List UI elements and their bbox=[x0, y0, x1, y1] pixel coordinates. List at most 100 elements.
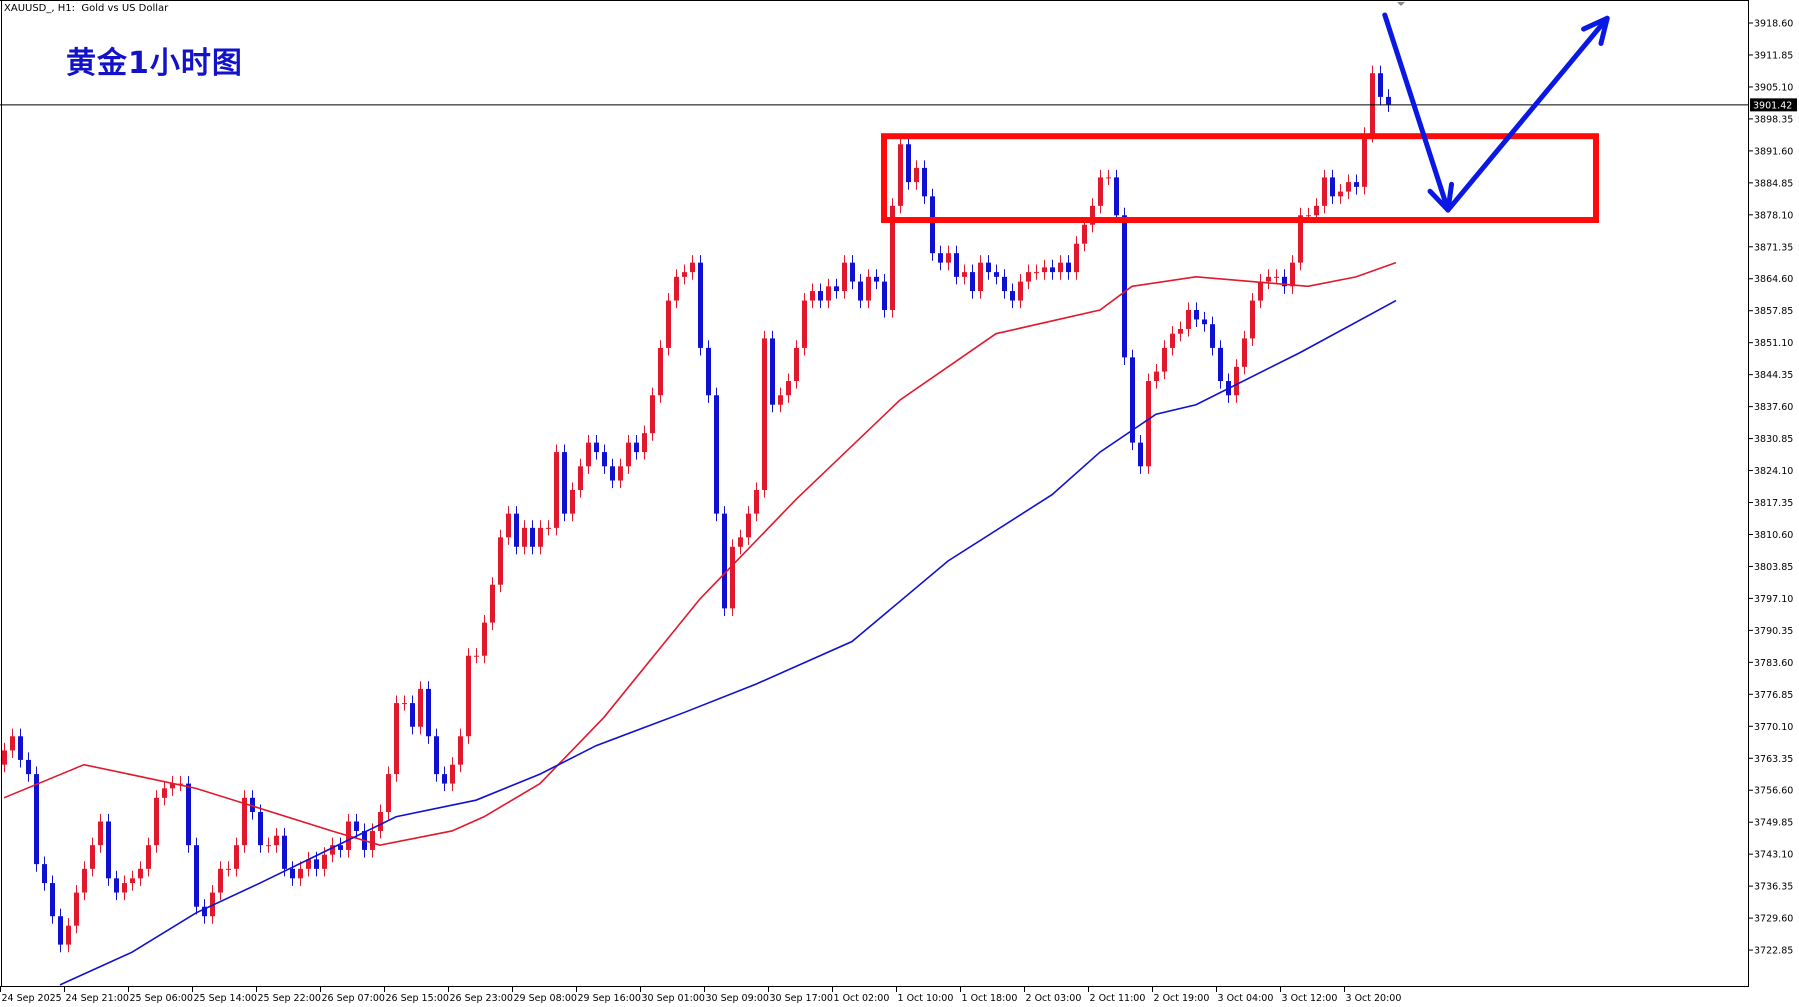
candle-body-bull bbox=[10, 736, 15, 751]
candle-body-bear bbox=[938, 253, 943, 263]
candle-body-bull bbox=[1162, 347, 1167, 372]
candle bbox=[1002, 269, 1007, 299]
candle-body-bull bbox=[570, 489, 575, 514]
candle bbox=[2, 742, 7, 773]
candle-body-bull bbox=[154, 797, 159, 846]
candle bbox=[18, 728, 23, 768]
candle-body-bear bbox=[882, 281, 887, 311]
candle bbox=[1050, 259, 1055, 280]
time-tick-label: 24 Sep 21:00 bbox=[66, 993, 129, 1004]
price-tick-label: 3898.35 bbox=[1754, 114, 1793, 125]
price-tick-label: 3749.85 bbox=[1754, 818, 1793, 829]
candle-body-bull bbox=[66, 925, 71, 945]
candle bbox=[978, 255, 983, 299]
candle bbox=[490, 577, 495, 631]
candle bbox=[290, 861, 295, 886]
candle bbox=[1010, 283, 1015, 309]
candle-body-bear bbox=[42, 864, 47, 884]
candle bbox=[1106, 169, 1111, 185]
price-tick-label: 3763.35 bbox=[1754, 754, 1793, 765]
candle bbox=[410, 695, 415, 735]
time-tick-label: 2 Oct 19:00 bbox=[1154, 993, 1210, 1004]
candle-body-bull bbox=[1338, 191, 1343, 197]
candle-body-bull bbox=[242, 797, 247, 846]
arrow-down-head-icon bbox=[1427, 181, 1455, 213]
candle-body-bear bbox=[34, 774, 39, 865]
symbol-caption: XAUUSD_, H1: Gold vs US Dollar bbox=[4, 3, 169, 14]
candle-body-bull bbox=[794, 347, 799, 382]
candle bbox=[610, 458, 615, 489]
candle bbox=[98, 813, 103, 853]
candle-body-bull bbox=[466, 655, 471, 737]
candle-body-bear bbox=[258, 812, 263, 846]
price-tick-label: 3918.60 bbox=[1754, 19, 1793, 30]
candle bbox=[1114, 169, 1119, 223]
candle-body-bear bbox=[1210, 324, 1215, 348]
candle-body-bull bbox=[1042, 267, 1047, 273]
time-tick-label: 26 Sep 07:00 bbox=[322, 993, 385, 1004]
candle bbox=[282, 828, 287, 877]
candle-body-bear bbox=[114, 878, 119, 893]
candle bbox=[378, 804, 383, 839]
candle-body-bear bbox=[186, 783, 191, 846]
candle-body-bull bbox=[506, 513, 511, 538]
candle bbox=[1330, 169, 1335, 204]
resistance-zone-rectangle[interactable] bbox=[881, 133, 1599, 224]
candle-body-bull bbox=[866, 276, 871, 301]
candle bbox=[306, 851, 311, 877]
candle bbox=[226, 861, 231, 877]
candle bbox=[802, 292, 807, 356]
candle bbox=[242, 790, 247, 853]
candle bbox=[682, 264, 687, 285]
candle-body-bull bbox=[1362, 134, 1367, 187]
candle-body-bear bbox=[354, 821, 359, 831]
candle-body-bull bbox=[746, 513, 751, 538]
candle bbox=[618, 458, 623, 489]
candle-body-bear bbox=[18, 736, 23, 760]
candle bbox=[50, 875, 55, 924]
candle-body-bear bbox=[954, 253, 959, 277]
candle-body-bull bbox=[1074, 243, 1079, 273]
candle-body-bull bbox=[578, 466, 583, 490]
candle-body-bear bbox=[1122, 215, 1127, 358]
candle bbox=[778, 387, 783, 413]
candle bbox=[810, 283, 815, 309]
candle-body-bear bbox=[698, 262, 703, 348]
candle-body-bull bbox=[178, 783, 183, 785]
candle bbox=[770, 330, 775, 413]
candle bbox=[266, 837, 271, 853]
candle-body-bull bbox=[1098, 177, 1103, 206]
price-tick-label: 3736.35 bbox=[1754, 882, 1793, 893]
candle-body-bull bbox=[482, 622, 487, 656]
time-tick-label: 25 Sep 14:00 bbox=[194, 993, 257, 1004]
candle-body-bear bbox=[1194, 310, 1199, 320]
price-tick-label: 3871.35 bbox=[1754, 242, 1793, 253]
candle bbox=[570, 482, 575, 522]
candle bbox=[1130, 349, 1135, 451]
candle-body-bull bbox=[450, 764, 455, 784]
forecast-arrow-path[interactable] bbox=[1382, 12, 1610, 213]
candle-body-bear bbox=[818, 291, 823, 301]
candle bbox=[834, 278, 839, 299]
candle bbox=[1122, 207, 1127, 365]
candle-body-bear bbox=[106, 821, 111, 879]
candle-body-bull bbox=[82, 868, 87, 893]
candle-body-bull bbox=[1306, 215, 1311, 217]
price-axis: 3918.60 3911.85 3905.10 3898.35 3891.60 3884.… bbox=[1748, 19, 1793, 957]
price-tick-label: 3911.85 bbox=[1754, 50, 1793, 61]
time-tick-label: 30 Sep 09:00 bbox=[706, 993, 769, 1004]
candle bbox=[970, 264, 975, 299]
candle-body-bull bbox=[1250, 300, 1255, 339]
candle bbox=[178, 776, 183, 792]
price-tick-label: 3891.60 bbox=[1754, 146, 1793, 157]
candle-body-bull bbox=[1186, 310, 1191, 329]
candle bbox=[354, 813, 359, 839]
candle-body-bear bbox=[202, 906, 207, 917]
candle bbox=[602, 444, 607, 474]
time-tick-label: 1 Oct 18:00 bbox=[962, 993, 1018, 1004]
candle bbox=[154, 790, 159, 853]
candle bbox=[42, 856, 47, 891]
candle-body-bear bbox=[1282, 276, 1287, 287]
candle bbox=[394, 695, 399, 782]
